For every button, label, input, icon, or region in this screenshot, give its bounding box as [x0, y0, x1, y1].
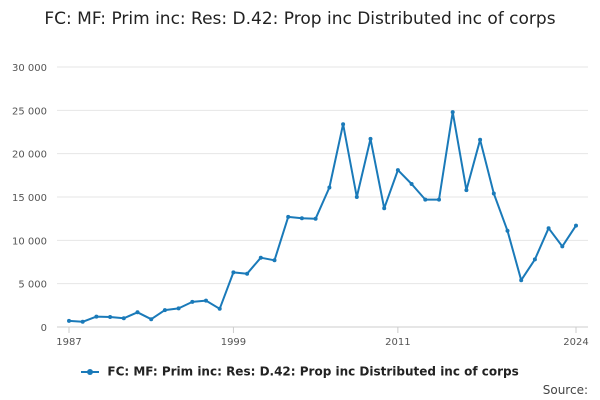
data-point: [286, 214, 291, 219]
data-point: [341, 122, 346, 127]
data-point: [67, 318, 71, 323]
chart-title: FC: MF: Prim inc: Res: D.42: Prop inc Di…: [44, 9, 556, 29]
data-point: [450, 110, 455, 115]
data-point: [190, 299, 195, 304]
series-line: [68, 111, 577, 323]
data-point: [108, 315, 113, 319]
data-point: [135, 310, 140, 315]
data-point: [546, 226, 551, 231]
x-tick-label: 1999: [221, 337, 246, 348]
y-tick-label: 5 000: [18, 280, 47, 291]
data-point: [149, 317, 154, 322]
series-layer: [67, 110, 578, 324]
data-point: [327, 185, 332, 190]
data-point: [532, 257, 537, 262]
legend-swatch-icon: [81, 367, 100, 377]
data-point: [121, 316, 126, 321]
data-point: [299, 216, 304, 221]
y-tick-label: 0: [41, 323, 47, 334]
data-point: [464, 188, 469, 193]
data-point: [409, 182, 414, 186]
grid-layer: [57, 66, 588, 285]
data-point: [272, 258, 277, 263]
data-point: [368, 136, 373, 141]
data-point: [258, 255, 263, 260]
data-point: [491, 191, 496, 196]
data-point: [354, 195, 359, 199]
source-label[interactable]: Source:: [542, 383, 588, 397]
legend[interactable]: FC: MF: Prim inc: Res: D.42: Prop inc Di…: [0, 364, 600, 379]
data-point: [162, 308, 167, 313]
data-point: [574, 223, 578, 228]
data-point: [382, 206, 387, 211]
legend-swatch-marker: [87, 368, 94, 375]
y-tick-label: 30 000: [12, 63, 47, 74]
y-tick-label: 15 000: [12, 193, 47, 204]
data-point: [560, 244, 565, 249]
data-point: [505, 228, 510, 233]
y-tick-label: 10 000: [12, 236, 47, 247]
x-tick-label: 2024: [563, 337, 588, 348]
data-point: [231, 270, 236, 275]
data-point: [478, 137, 483, 142]
data-point: [80, 319, 85, 324]
data-point: [245, 271, 250, 276]
data-point: [423, 197, 428, 202]
data-point: [519, 278, 524, 283]
x-tick-label: 1987: [56, 337, 81, 348]
x-tick-label: 2011: [385, 337, 410, 348]
data-point: [437, 197, 441, 202]
y-tick-label: 25 000: [12, 106, 47, 117]
data-point: [94, 314, 99, 319]
legend-label: FC: MF: Prim inc: Res: D.42: Prop inc Di…: [107, 364, 519, 379]
axis-layer: 0 5 000 10 000 15 000 20 000 25 000 30 000 1987…: [12, 63, 589, 348]
data-point: [313, 216, 318, 221]
data-point: [176, 306, 181, 311]
data-point: [217, 306, 222, 311]
data-point: [395, 168, 400, 173]
data-point: [204, 298, 208, 303]
y-tick-label: 20 000: [12, 150, 47, 161]
